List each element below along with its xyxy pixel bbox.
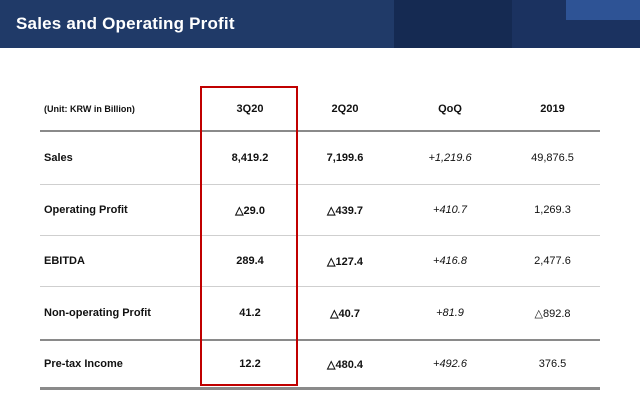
column-header-2019: 2019: [540, 103, 565, 115]
header-decoration-light-block: [566, 0, 640, 20]
table-row-ebitda: EBITDA 289.4 △127.4 +416.8 2,477.6: [40, 236, 600, 287]
financial-table: (Unit: KRW in Billion) 3Q20 2Q20 QoQ 201…: [40, 88, 600, 390]
row-label: Pre-tax Income: [44, 358, 123, 370]
value-qoq: +1,219.6: [428, 152, 472, 164]
value-3q20: 12.2: [239, 358, 261, 370]
value-qoq: +492.6: [433, 358, 467, 370]
row-label: Operating Profit: [44, 204, 128, 216]
value-2019: 49,876.5: [531, 152, 574, 164]
value-3q20: 41.2: [239, 307, 261, 319]
value-2019: 2,477.6: [534, 255, 571, 267]
column-header-2q20: 2Q20: [331, 103, 359, 115]
value-2q20: △439.7: [327, 204, 363, 217]
row-label: Sales: [44, 152, 73, 164]
value-3q20: △29.0: [235, 204, 265, 217]
header-decoration-dark-block: [394, 0, 512, 48]
value-2q20: △40.7: [330, 307, 360, 320]
column-header-qoq: QoQ: [438, 103, 462, 115]
table-row-pre-tax-income: Pre-tax Income 12.2 △480.4 +492.6 376.5: [40, 341, 600, 390]
row-label: EBITDA: [44, 255, 85, 267]
value-qoq: +81.9: [436, 307, 464, 319]
title-bar: Sales and Operating Profit: [0, 0, 640, 48]
value-3q20: 8,419.2: [231, 152, 269, 164]
table-header-row: (Unit: KRW in Billion) 3Q20 2Q20 QoQ 201…: [40, 88, 600, 132]
value-qoq: +410.7: [433, 204, 467, 216]
value-2019: 1,269.3: [534, 204, 571, 216]
column-header-3q20: 3Q20: [236, 103, 264, 115]
value-2q20: △480.4: [327, 358, 363, 371]
unit-label: (Unit: KRW in Billion): [44, 104, 135, 114]
table-row-operating-profit: Operating Profit △29.0 △439.7 +410.7 1,2…: [40, 185, 600, 236]
value-2019: 376.5: [538, 358, 567, 370]
value-2q20: △127.4: [327, 255, 363, 268]
value-qoq: +416.8: [433, 255, 467, 267]
value-2q20: 7,199.6: [326, 152, 364, 164]
page-title: Sales and Operating Profit: [16, 14, 235, 33]
table-row-sales: Sales 8,419.2 7,199.6 +1,219.6 49,876.5: [40, 132, 600, 185]
table-row-non-operating-profit: Non-operating Profit 41.2 △40.7 +81.9 △8…: [40, 287, 600, 341]
value-2019: △892.8: [534, 307, 571, 320]
value-3q20: 289.4: [236, 255, 264, 267]
row-label: Non-operating Profit: [44, 307, 151, 319]
